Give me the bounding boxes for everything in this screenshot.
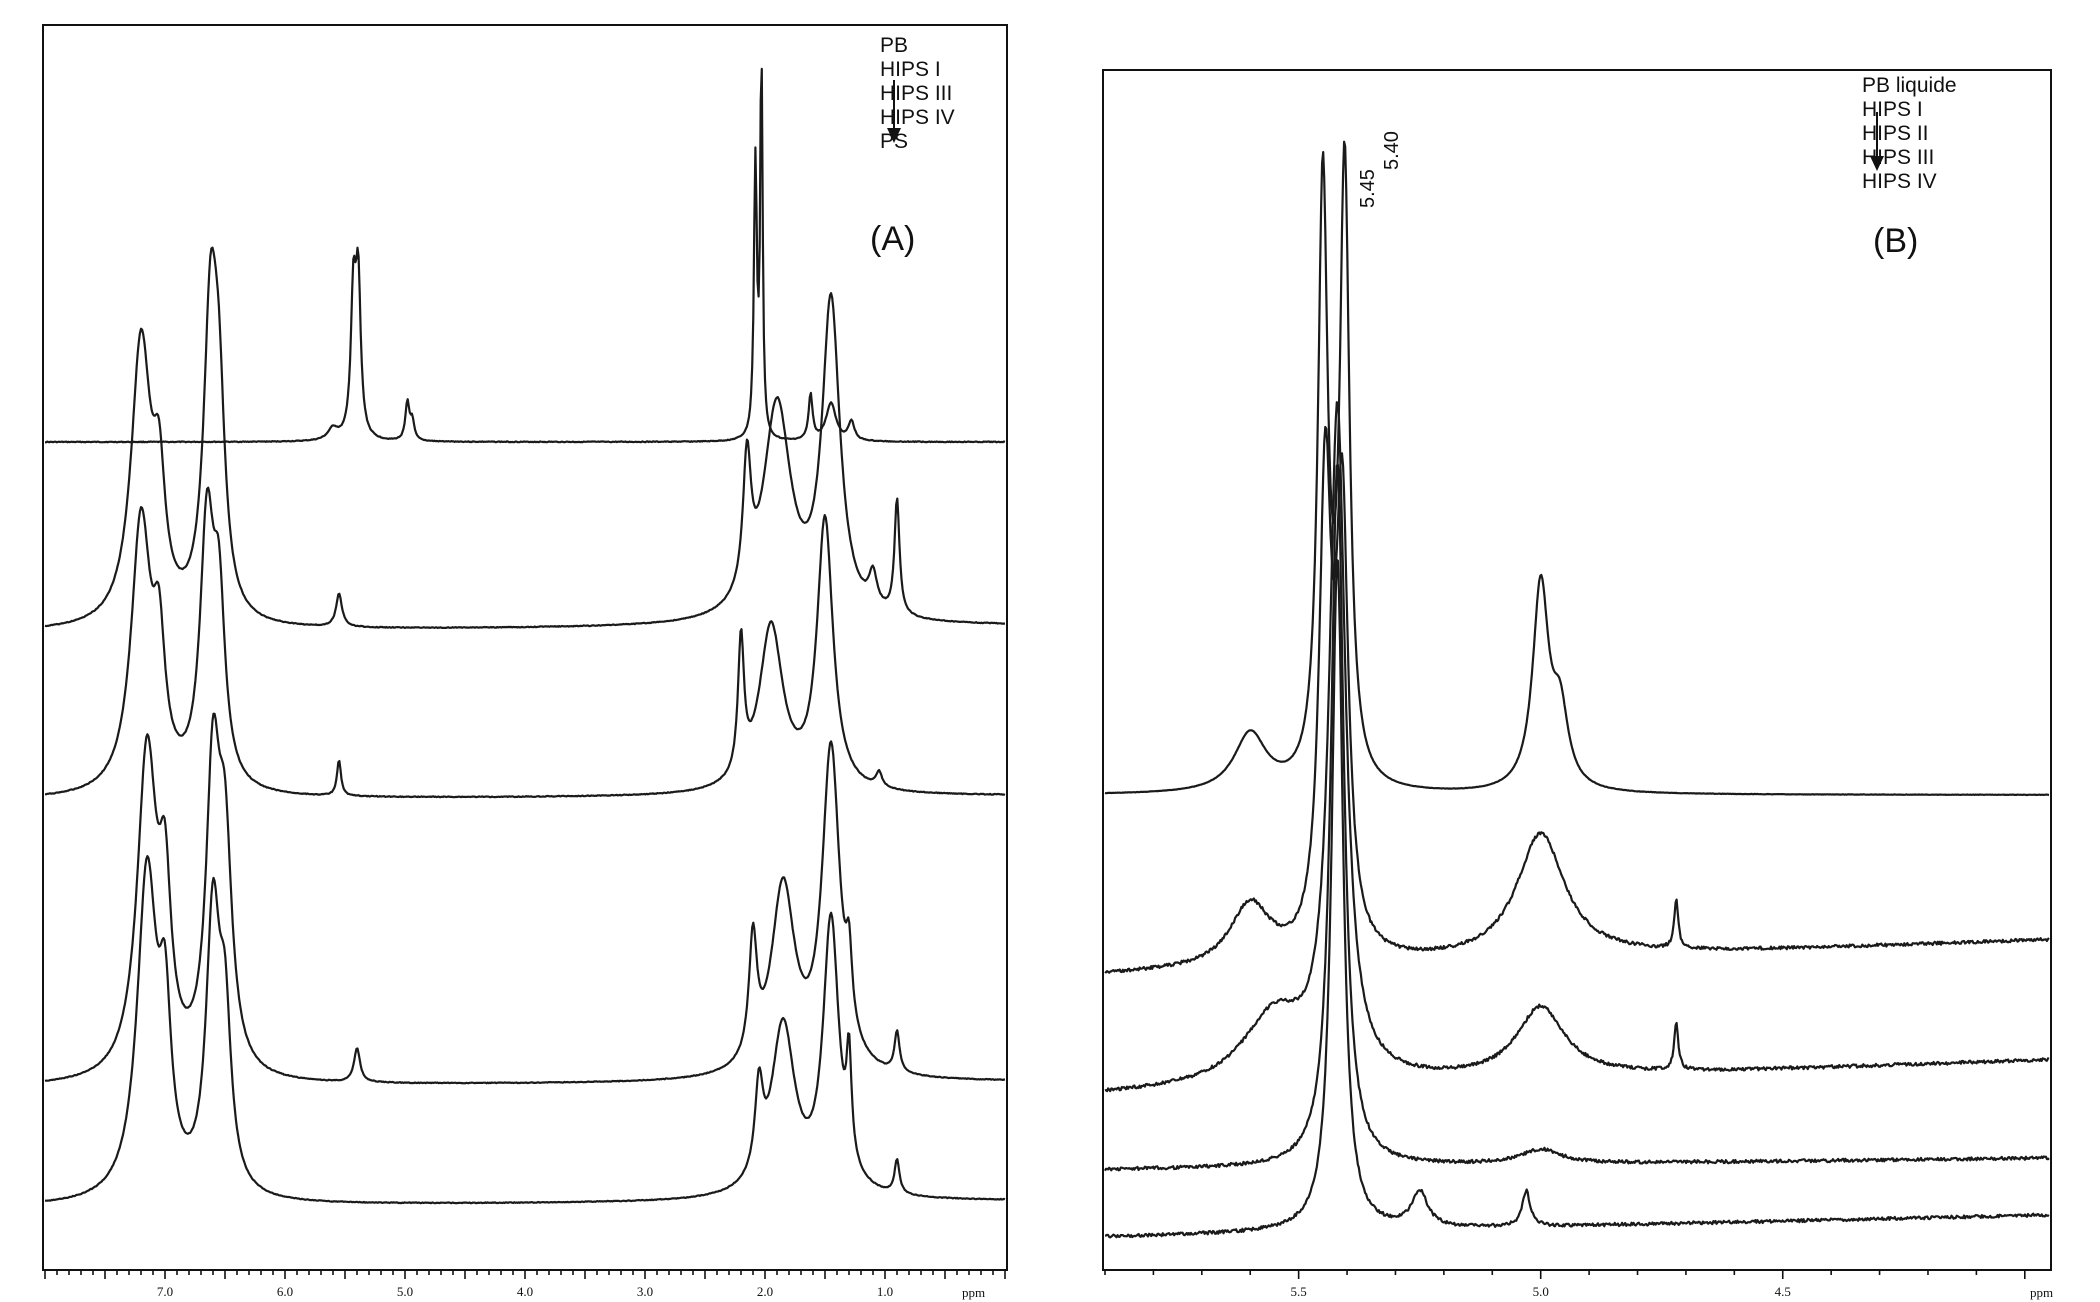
spectrum-trace-hips-iv xyxy=(1104,558,2050,1239)
panel-a-legend-arrow-icon xyxy=(887,80,901,143)
x-axis-tick-label: 5.5 xyxy=(1291,1284,1307,1299)
x-axis-tick-label: 3.0 xyxy=(637,1284,653,1299)
spectrum-trace-hips-i xyxy=(1104,425,2050,974)
x-axis-tick-label: 4.0 xyxy=(517,1284,533,1299)
annotation-5-45: 5.45 xyxy=(1357,169,1379,208)
panel-b-legend-entry-hips-i: HIPS I xyxy=(1862,98,1923,121)
panel-b-label: (B) xyxy=(1873,222,1918,260)
panel-a-label: (A) xyxy=(870,220,915,258)
panel-a-legend-entry-hips-iii: HIPS III xyxy=(880,82,952,105)
x-axis-tick-label: 6.0 xyxy=(277,1284,293,1299)
spectrum-trace-hips-iii xyxy=(44,486,1006,799)
x-axis-tick-label: 2.0 xyxy=(757,1284,773,1299)
panel-b-legend-entry-hips-ii: HIPS II xyxy=(1862,122,1929,145)
x-axis-tick-label: 5.0 xyxy=(397,1284,413,1299)
panel-a-legend-entry-hips-i: HIPS I xyxy=(880,58,941,81)
x-axis-tick-label: 7.0 xyxy=(157,1284,173,1299)
panel-a-legend-entry-pb: PB xyxy=(880,34,908,57)
spectrum-trace-pb-liquide xyxy=(1104,140,2050,797)
panel-b-spectrum: 5.45 5.40 PB liquide HIPS I HIPS II HIPS… xyxy=(1102,69,2053,1300)
x-axis-tick-label: 5.0 xyxy=(1533,1284,1549,1299)
panel-b-frame xyxy=(1102,69,2052,1271)
x-axis-tick-label: 4.5 xyxy=(1775,1284,1791,1299)
panel-b-legend-entry-hips-iv: HIPS IV xyxy=(1862,170,1937,193)
spectrum-trace-hips-ii xyxy=(1104,401,2050,1093)
spectrum-trace-hips-iii xyxy=(1104,463,2050,1172)
spectrum-trace-pb xyxy=(45,67,1006,444)
panel-a-xlabel: ppm xyxy=(962,1285,985,1300)
spectrum-trace-ps xyxy=(44,855,1006,1205)
spectrum-trace-hips-iv xyxy=(44,712,1006,1085)
panel-b-xlabel: ppm xyxy=(2030,1285,2053,1300)
panel-a-spectrum: PB HIPS I HIPS III HIPS IV PS (A) 7.06.0… xyxy=(42,24,1008,1300)
spectrum-trace-hips-i xyxy=(44,246,1006,629)
panel-b-legend-arrow-icon xyxy=(1870,112,1884,171)
x-axis-tick-label: 1.0 xyxy=(877,1284,893,1299)
annotation-5-40: 5.40 xyxy=(1381,131,1403,170)
panel-a-legend-entry-hips-iv: HIPS IV xyxy=(880,106,955,129)
panel-b-legend-entry-pb-liquide: PB liquide xyxy=(1862,74,1957,97)
